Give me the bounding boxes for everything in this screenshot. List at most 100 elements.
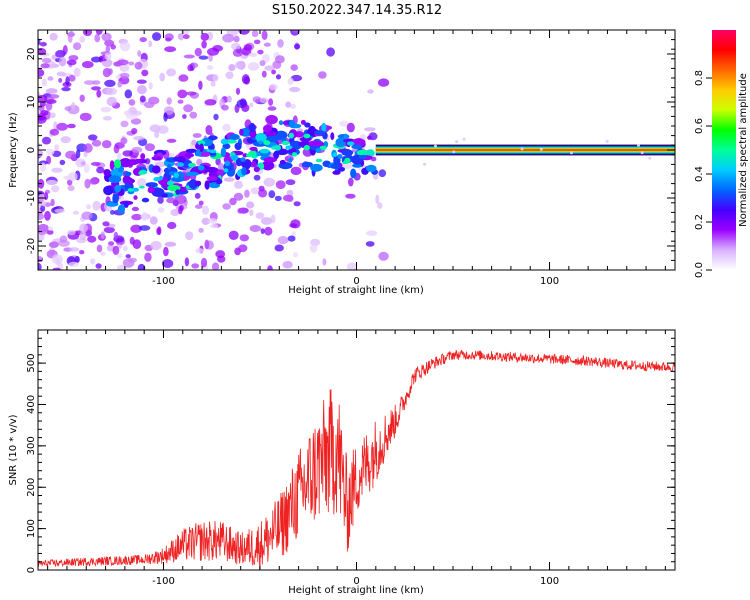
heatmap-cell [103,185,114,196]
heatmap-cell [205,166,219,173]
heatmap-cell [301,161,313,168]
heatmap-cell [234,142,242,151]
heatmap-cell [198,80,203,91]
spectrogram-y-tick-label: 10 [26,96,37,109]
heatmap-cell [335,137,346,148]
heatmap-cell [183,54,195,59]
heatmap-cell [195,248,204,254]
heatmap-cell [73,67,81,77]
heatmap-cell [71,101,76,110]
heatmap-cell [248,52,258,58]
heatmap-cell [224,160,230,167]
heatmap-cell [113,231,119,240]
heatmap-cell [256,153,261,157]
heatmap-cell [182,114,187,119]
heatmap-cell [59,159,66,166]
heatmap-cell [68,74,76,82]
heatmap-cell [294,43,301,50]
heatmap-cell [132,187,139,192]
heatmap-cell [139,95,146,103]
snr-line [38,349,675,570]
heatmap-cell [56,71,66,77]
heatmap-cell [241,167,247,176]
heatmap-cell [128,257,137,263]
heatmap-cell [58,78,63,83]
heatmap-cell [210,223,218,229]
heatmap-cell [108,68,113,75]
heatmap-cell [51,167,63,173]
heatmap-cell [75,149,81,159]
heatmap-cell [137,50,142,57]
heatmap-cell [46,179,58,186]
heatmap-cell [96,166,105,174]
heatmap-cell [261,30,268,40]
heatmap-cell [455,140,459,144]
heatmap-cell [38,212,45,221]
heatmap-cell [253,174,261,181]
heatmap-cell [64,106,72,111]
heatmap-cell [307,125,317,136]
heatmap-cell [204,239,210,250]
heatmap-cell [341,149,354,156]
heatmap-cell [50,198,55,207]
heatmap-cell [229,197,237,206]
spectrogram-x-tick-labels: -100 0 100 [152,276,559,287]
heatmap-cell [116,264,127,270]
heatmap-cell [243,44,253,51]
heatmap-cell [177,99,184,104]
heatmap-cell [59,235,68,243]
heatmap-cell [260,228,265,235]
heatmap-cell [215,178,223,185]
spectrogram-y-tick-label: -10 [26,190,37,206]
heatmap-cell [344,157,351,164]
heatmap-cell [40,205,46,212]
snr-y-tick-label: 200 [26,478,37,497]
spectrogram-y-tick-label: 20 [26,48,37,61]
heatmap-cell [268,83,278,91]
heatmap-cell [67,230,76,236]
heatmap-cell [167,163,172,170]
heatmap-cell [49,241,59,248]
heatmap-cell [275,180,286,190]
heatmap-cell [141,197,150,203]
heatmap-cell [82,30,93,37]
heatmap-cell [39,101,46,107]
heatmap-cell [212,74,219,82]
heatmap-cell [309,243,318,253]
heatmap-cell [258,140,263,145]
heatmap-cell [131,128,138,135]
heatmap-cell [247,62,260,71]
heatmap-cell [235,87,241,95]
heatmap-cell [279,159,286,165]
heatmap-cell [337,154,343,159]
heatmap-cell [134,61,143,70]
heatmap-cell [255,132,267,142]
heatmap-cell [125,171,132,177]
heatmap-cell [90,161,101,166]
heatmap-cell [94,33,101,43]
heatmap-cell [101,140,112,149]
heatmap-cell [144,143,155,152]
heatmap-cell [49,32,58,41]
heatmap-cell [165,37,172,42]
heatmap-cell [194,192,201,199]
heatmap-cell [197,140,206,146]
heatmap-cell [163,112,168,122]
heatmap-cell [187,64,194,72]
heatmap-cell [210,80,216,87]
heatmap-cell [38,233,45,242]
heatmap-cell [127,188,134,192]
heatmap-cell [83,163,90,173]
heatmap-cell [178,74,189,82]
heatmap-cell [245,153,252,158]
heatmap-cell [308,140,322,147]
heatmap-cell [166,97,172,105]
heatmap-cell [358,154,368,160]
heatmap-cell [185,231,194,241]
heatmap-cell [39,41,47,47]
heatmap-cell [192,133,202,138]
heatmap-cell [208,135,218,141]
heatmap-cell [152,165,161,174]
heatmap-cell [54,144,60,151]
